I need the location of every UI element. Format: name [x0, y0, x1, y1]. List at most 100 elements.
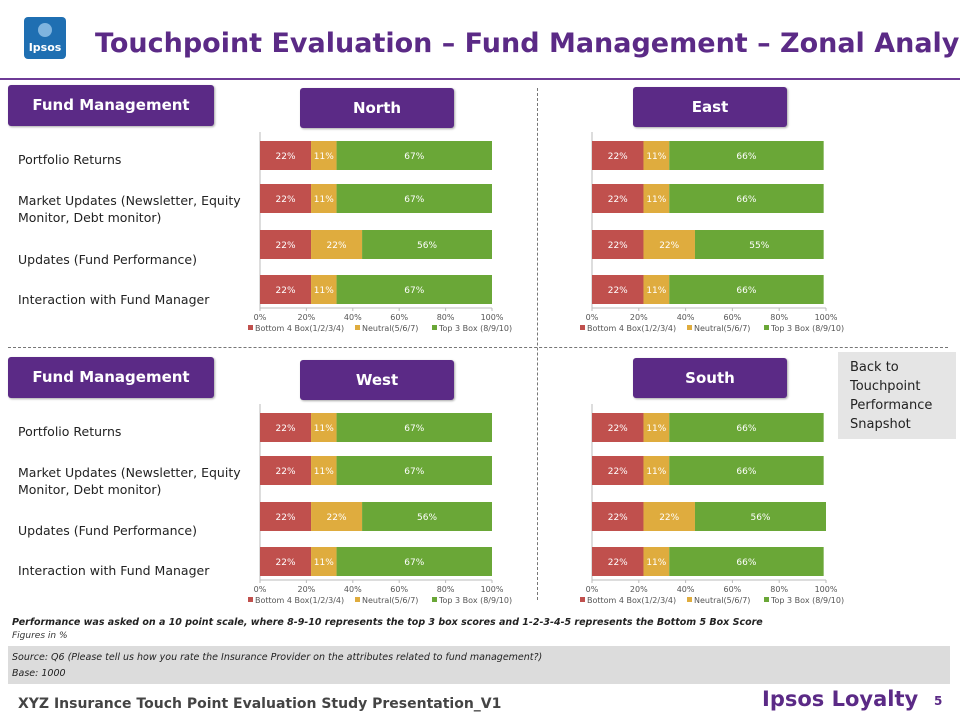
region-title-east: East: [633, 87, 787, 127]
bar-segment-bottom-box: [592, 502, 644, 531]
x-tick-label: 60%: [724, 313, 742, 322]
data-label-neutral: 11%: [646, 195, 666, 205]
x-tick-label: 20%: [298, 585, 316, 594]
bar-segment-neutral: [311, 456, 337, 485]
bar-segment-top-box: [336, 547, 492, 576]
data-label-neutral: 22%: [659, 513, 679, 523]
bar-segment-neutral: [643, 184, 670, 213]
attribute-label-portfolio-returns: Portfolio Returns: [18, 424, 122, 439]
x-tick-label: 40%: [344, 585, 362, 594]
bar-segment-top-box: [669, 184, 824, 213]
legend-swatch-neutral: [687, 325, 692, 330]
legend-swatch-bottom-box: [248, 597, 253, 602]
data-label-top-box: 56%: [417, 513, 437, 523]
back-to-snapshot-link[interactable]: Back to Touchpoint Performance Snapshot: [850, 360, 933, 432]
bar-segment-top-box: [669, 141, 824, 170]
data-label-bottom-box: 22%: [276, 467, 296, 477]
base-text: Base: 1000: [12, 668, 66, 679]
bar-segment-bottom-box: [260, 547, 312, 576]
section-label-top: Fund Management: [8, 85, 214, 126]
bar-segment-neutral: [311, 184, 337, 213]
data-label-neutral: 11%: [314, 152, 334, 162]
source-text: Source: Q6 (Please tell us how you rate …: [12, 652, 543, 663]
x-tick-label: 100%: [815, 585, 838, 594]
legend-label-top-box: Top 3 Box (8/9/10): [438, 596, 512, 605]
legend-swatch-neutral: [355, 325, 360, 330]
region-title-north: North: [300, 88, 454, 128]
attribute-label-fund-performance: Updates (Fund Performance): [18, 252, 197, 267]
attribute-label-fund-manager: Interaction with Fund Manager: [18, 563, 210, 578]
data-label-neutral: 11%: [646, 558, 666, 568]
legend-label-neutral: Neutral(5/6/7): [362, 324, 418, 333]
bar-segment-top-box: [336, 413, 492, 442]
title-divider: [0, 78, 960, 80]
x-tick-label: 0%: [586, 585, 599, 594]
x-tick-label: 80%: [437, 585, 455, 594]
legend-label-neutral: Neutral(5/6/7): [362, 596, 418, 605]
bar-segment-top-box: [336, 141, 492, 170]
legend-swatch-bottom-box: [580, 325, 585, 330]
source-panel: [8, 646, 950, 684]
data-label-bottom-box: 22%: [276, 558, 296, 568]
legend-label-bottom-box: Bottom 4 Box(1/2/3/4): [587, 324, 676, 333]
bar-segment-top-box: [362, 230, 492, 259]
bar-segment-bottom-box: [592, 141, 644, 170]
page-title: Touchpoint Evaluation – Fund Management …: [95, 28, 960, 59]
footer-text: XYZ Insurance Touch Point Evaluation Stu…: [18, 696, 502, 712]
bar-segment-bottom-box: [592, 413, 644, 442]
bar-segment-neutral: [311, 230, 363, 259]
scale-note: Performance was asked on a 10 point scal…: [12, 617, 763, 628]
legend-swatch-top-box: [432, 325, 437, 330]
data-label-top-box: 66%: [736, 286, 756, 296]
data-label-neutral: 22%: [659, 241, 679, 251]
data-label-neutral: 11%: [314, 286, 334, 296]
x-tick-label: 100%: [815, 313, 838, 322]
x-tick-label: 100%: [481, 585, 504, 594]
legend-swatch-bottom-box: [248, 325, 253, 330]
legend-swatch-neutral: [355, 597, 360, 602]
bar-segment-neutral: [643, 502, 695, 531]
region-title-west: West: [300, 360, 454, 400]
logo-mark-icon: [38, 23, 52, 37]
data-label-neutral: 11%: [314, 424, 334, 434]
data-label-top-box: 66%: [736, 424, 756, 434]
data-label-bottom-box: 22%: [608, 513, 628, 523]
bar-segment-top-box: [694, 230, 824, 259]
x-tick-label: 20%: [630, 313, 648, 322]
data-label-bottom-box: 22%: [276, 424, 296, 434]
logo-text: Ipsos: [28, 41, 62, 54]
x-tick-label: 40%: [677, 313, 695, 322]
back-link-box[interactable]: [838, 352, 956, 439]
south-stacked-bar-chart: 22% 11% 66% 22% 11% 66% 22% 22% 56% 22% 11% 66% 0% 20…: [580, 404, 844, 605]
x-tick-label: 0%: [586, 313, 599, 322]
x-tick-label: 100%: [481, 313, 504, 322]
data-label-top-box: 67%: [404, 286, 424, 296]
bar-segment-top-box: [669, 413, 824, 442]
legend-label-bottom-box: Bottom 4 Box(1/2/3/4): [255, 596, 344, 605]
data-label-bottom-box: 22%: [608, 195, 628, 205]
data-label-bottom-box: 22%: [608, 424, 628, 434]
bar-segment-bottom-box: [592, 275, 644, 304]
data-label-bottom-box: 22%: [608, 467, 628, 477]
bar-segment-bottom-box: [260, 413, 312, 442]
x-tick-label: 80%: [770, 313, 788, 322]
west-stacked-bar-chart: 22% 11% 67% 22% 11% 67% 22% 22% 56% 22% 11% 67% 0% 20…: [248, 404, 512, 605]
bar-segment-top-box: [669, 456, 824, 485]
x-tick-label: 20%: [298, 313, 316, 322]
legend-label-bottom-box: Bottom 4 Box(1/2/3/4): [255, 324, 344, 333]
section-label-bottom: Fund Management: [8, 357, 214, 398]
data-label-bottom-box: 22%: [608, 558, 628, 568]
bar-segment-bottom-box: [260, 184, 312, 213]
bar-segment-neutral: [643, 547, 670, 576]
legend-swatch-top-box: [432, 597, 437, 602]
data-label-bottom-box: 22%: [276, 241, 296, 251]
bar-segment-top-box: [694, 502, 826, 531]
horizontal-divider: [8, 347, 948, 348]
data-label-top-box: 67%: [404, 195, 424, 205]
x-tick-label: 60%: [390, 313, 408, 322]
attribute-label-market-updates: Market Updates (Newsletter, Equity Monit…: [18, 465, 241, 497]
data-label-neutral: 11%: [646, 467, 666, 477]
bar-segment-neutral: [311, 413, 337, 442]
bar-segment-bottom-box: [592, 547, 644, 576]
bar-segment-bottom-box: [592, 184, 644, 213]
